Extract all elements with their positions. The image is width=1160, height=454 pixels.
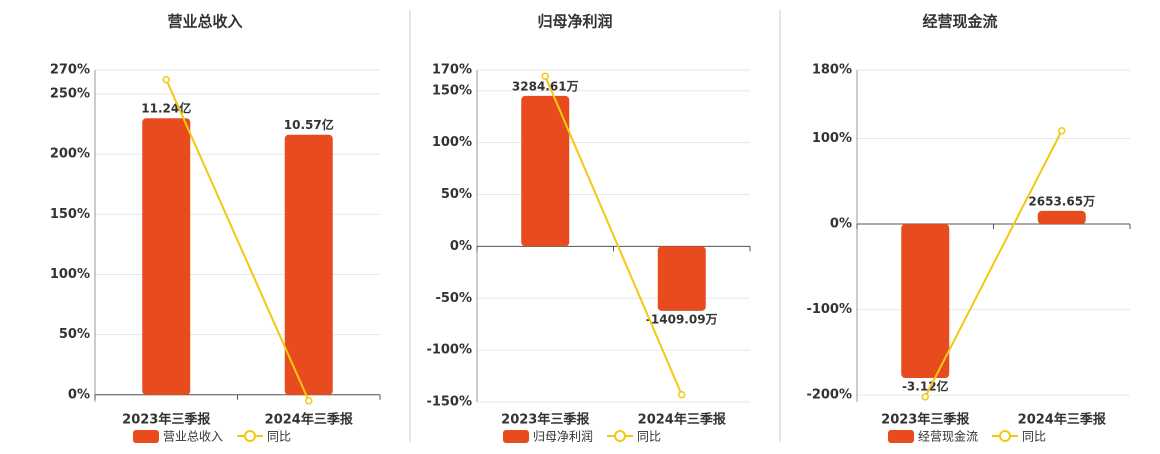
legend-swatch: [133, 430, 159, 443]
point: [541, 72, 549, 80]
y-tick-label: 100%: [432, 135, 472, 150]
y-tick-label: 100%: [812, 131, 852, 146]
y-tick-label: 0%: [450, 239, 472, 254]
y-tick-label: 170%: [432, 63, 472, 78]
point: [678, 390, 686, 399]
bar: [284, 134, 333, 395]
y-tick-label: -200%: [806, 388, 852, 403]
legend-label: 同比: [637, 430, 661, 444]
y-tick-label: 270%: [50, 63, 90, 78]
x-tick-label: 2023年三季报: [881, 412, 970, 428]
legend-label: 营业总收入: [163, 430, 223, 444]
bar: [142, 118, 191, 395]
legend-label: 归母净利润: [533, 430, 593, 444]
line: [544, 75, 683, 396]
x-tick-label: 2024年三季报: [265, 412, 354, 428]
legend-swatch: [614, 430, 627, 442]
data-label: 11.24亿: [141, 101, 191, 116]
data-label: 3284.61万: [512, 79, 579, 93]
y-tick-label: 150%: [432, 83, 472, 98]
y-tick-label: 150%: [50, 207, 90, 222]
y-tick-label: 0%: [68, 387, 90, 402]
x-tick-label: 2023年三季报: [501, 412, 590, 428]
y-tick-label: -150%: [426, 395, 472, 410]
x-tick-label: 2023年三季报: [122, 412, 211, 428]
y-tick-label: -100%: [806, 302, 852, 317]
y-tick-label: 200%: [50, 147, 90, 162]
legend-label: 经营现金流: [918, 429, 978, 444]
y-tick-label: -100%: [426, 343, 472, 358]
line: [924, 130, 1063, 398]
legend-swatch: [999, 430, 1012, 442]
legend-swatch: [888, 430, 914, 443]
chart-title: 营业总收入: [167, 13, 242, 31]
y-tick-label: 50%: [441, 187, 472, 202]
y-tick-label: 0%: [830, 217, 852, 232]
data-label: -3.12亿: [902, 379, 949, 394]
data-label: 10.57亿: [284, 117, 334, 132]
legend-swatch: [244, 430, 257, 442]
point: [162, 75, 170, 84]
legend-label: 同比: [1022, 430, 1046, 444]
y-tick-label: -50%: [435, 291, 472, 306]
bar: [901, 224, 950, 379]
x-tick-label: 2024年三季报: [638, 412, 727, 428]
chart-title: 经营现金流: [922, 13, 997, 31]
y-tick-label: 50%: [59, 327, 90, 342]
point: [1058, 127, 1066, 135]
x-tick-label: 2024年三季报: [1018, 412, 1107, 428]
bar: [1037, 210, 1086, 225]
point: [305, 397, 313, 405]
y-tick-label: 100%: [50, 267, 90, 282]
point: [921, 393, 929, 401]
bar: [657, 246, 706, 311]
y-tick-label: 250%: [50, 87, 90, 102]
legend-swatch: [503, 430, 529, 443]
line: [165, 79, 310, 402]
chart-title: 归母净利润: [537, 13, 612, 31]
bar: [521, 95, 570, 247]
data-label: 2653.65万: [1028, 194, 1095, 208]
data-label: -1409.09万: [646, 312, 718, 326]
y-tick-label: 180%: [812, 63, 852, 78]
legend-label: 同比: [267, 430, 291, 444]
